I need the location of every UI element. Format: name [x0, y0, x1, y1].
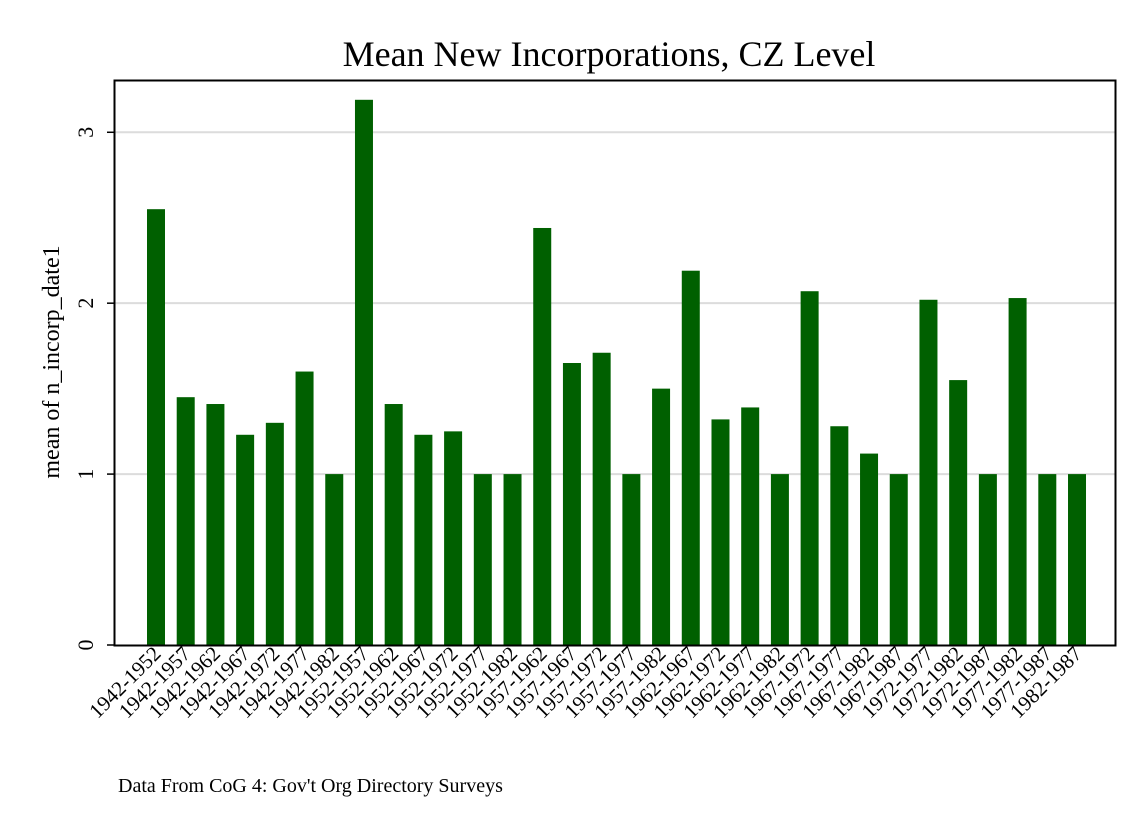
bar: [1008, 298, 1027, 645]
bar: [622, 474, 641, 645]
bar: [444, 431, 463, 645]
bar: [265, 422, 284, 645]
bar: [949, 380, 968, 645]
bar: [473, 474, 492, 645]
bar: [919, 299, 938, 645]
bar: [354, 99, 373, 646]
y-tick-label: 1: [73, 469, 98, 480]
bar: [325, 474, 344, 645]
x-axis-ticks: 1942-19521942-19571942-19621942-19671942…: [84, 642, 1086, 723]
bar: [503, 474, 522, 645]
bar: [295, 371, 314, 645]
bar: [206, 404, 225, 645]
y-tick-label: 0: [73, 640, 98, 651]
y-axis-ticks: 0 1 2 3: [73, 127, 115, 651]
y-axis-label: mean of n_incorp_date1: [39, 245, 65, 478]
bar: [236, 434, 255, 645]
bars: [147, 99, 1087, 646]
bar: [770, 474, 789, 645]
bar: [741, 407, 760, 645]
plot-frame: [113, 79, 1117, 647]
bar: [592, 352, 611, 645]
bar: [1038, 474, 1057, 645]
chart-title: Mean New Incorporations, CZ Level: [343, 34, 876, 74]
bar: [147, 209, 165, 645]
y-tick-label: 2: [73, 298, 98, 309]
bar: [414, 434, 433, 645]
bar: [681, 270, 700, 645]
source-note: Data From CoG 4: Gov't Org Directory Sur…: [118, 775, 503, 797]
bar: [1068, 474, 1087, 645]
bar: [830, 426, 849, 645]
bar: [800, 291, 819, 645]
bar: [860, 453, 879, 645]
bar: [176, 397, 195, 645]
y-tick-label: 3: [73, 127, 98, 138]
bar: [889, 474, 908, 645]
bar: [711, 419, 730, 645]
bar: [978, 474, 997, 645]
bar: [384, 404, 403, 645]
bar: [533, 227, 552, 645]
bar: [562, 363, 581, 645]
bar: [652, 388, 671, 645]
